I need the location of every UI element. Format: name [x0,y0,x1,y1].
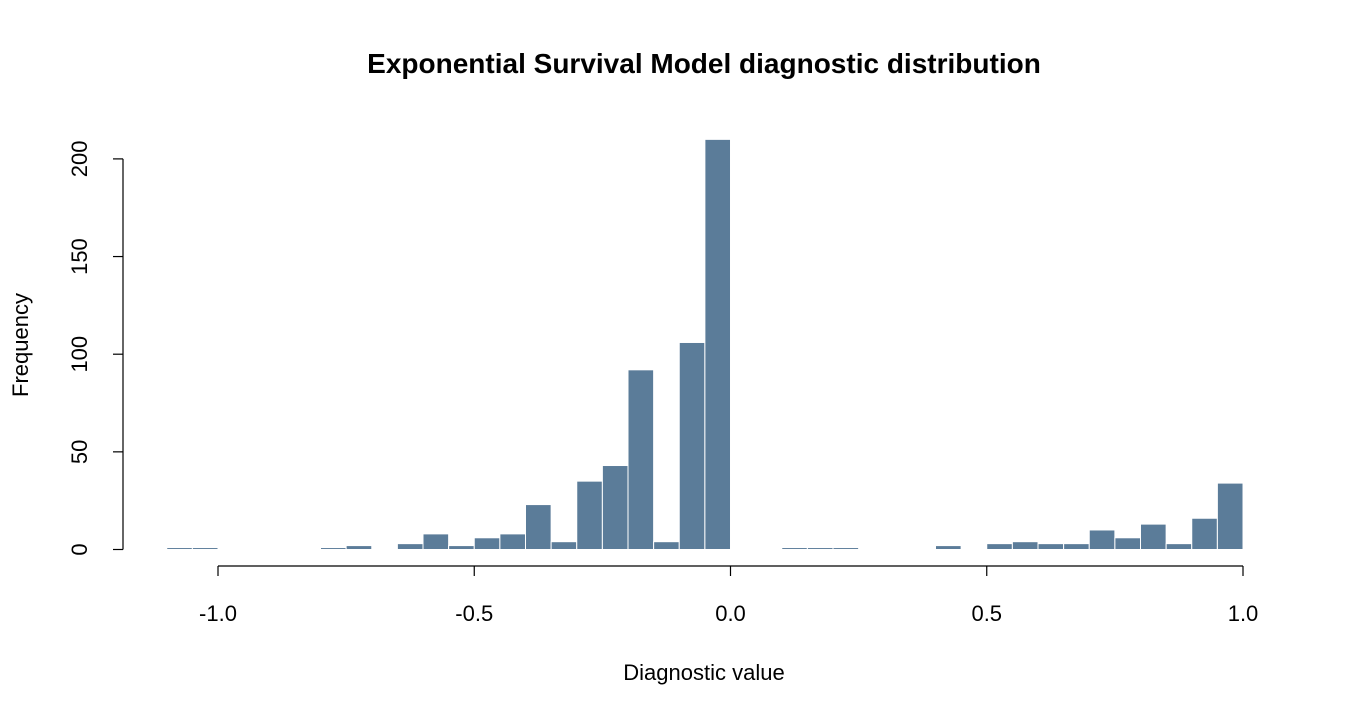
histogram-bar [832,547,860,550]
histogram-bar [1011,541,1039,551]
histogram-bar [704,138,732,550]
histogram-bar [986,543,1013,551]
histogram-bar [1114,537,1142,551]
histogram-bar [422,533,450,551]
x-axis-label: Diagnostic value [623,660,784,685]
x-tick-label: 0.5 [971,601,1002,626]
histogram-bar [1216,482,1244,551]
histogram-bar [806,547,834,550]
histogram-bar [627,369,655,550]
histogram-bar [191,547,219,550]
x-tick-label: 0.0 [715,601,746,626]
histogram-bar [1088,529,1116,550]
histogram-bar [499,533,527,551]
histogram-bar [396,543,424,551]
histogram-bar [448,545,475,551]
histogram-bar [345,545,373,551]
histogram-bar [1037,543,1065,551]
y-tick-label: 0 [67,543,92,555]
histogram-bar [320,547,347,550]
y-tick-label: 100 [67,336,92,373]
bars-layer [166,138,1244,551]
y-tick-label: 150 [67,238,92,275]
histogram-bar [1063,543,1090,551]
x-tick-label: -0.5 [455,601,493,626]
histogram-bar [935,545,962,551]
histogram-bar [473,537,501,551]
y-tick-label: 50 [67,440,92,464]
histogram-bar [653,541,680,551]
histogram-bar [1165,543,1193,551]
x-tick-label: -1.0 [199,601,237,626]
histogram-bar [1140,523,1167,550]
histogram-bar [166,547,193,550]
histogram-bar [576,480,603,551]
chart-title: Exponential Survival Model diagnostic di… [367,48,1041,79]
histogram-bar [678,341,706,551]
histogram-bar [525,504,552,550]
y-axis: 0 50 100 150 200 [67,141,124,556]
y-tick-label: 200 [67,141,92,178]
x-tick-label: 1.0 [1228,601,1259,626]
histogram-bar [601,465,629,550]
histogram-bar [550,541,578,551]
histogram-bar [781,547,808,550]
x-axis: -1.0 -0.5 0.0 0.5 1.0 [199,565,1259,626]
histogram-bar [1191,517,1218,550]
y-axis-label: Frequency [8,293,33,397]
